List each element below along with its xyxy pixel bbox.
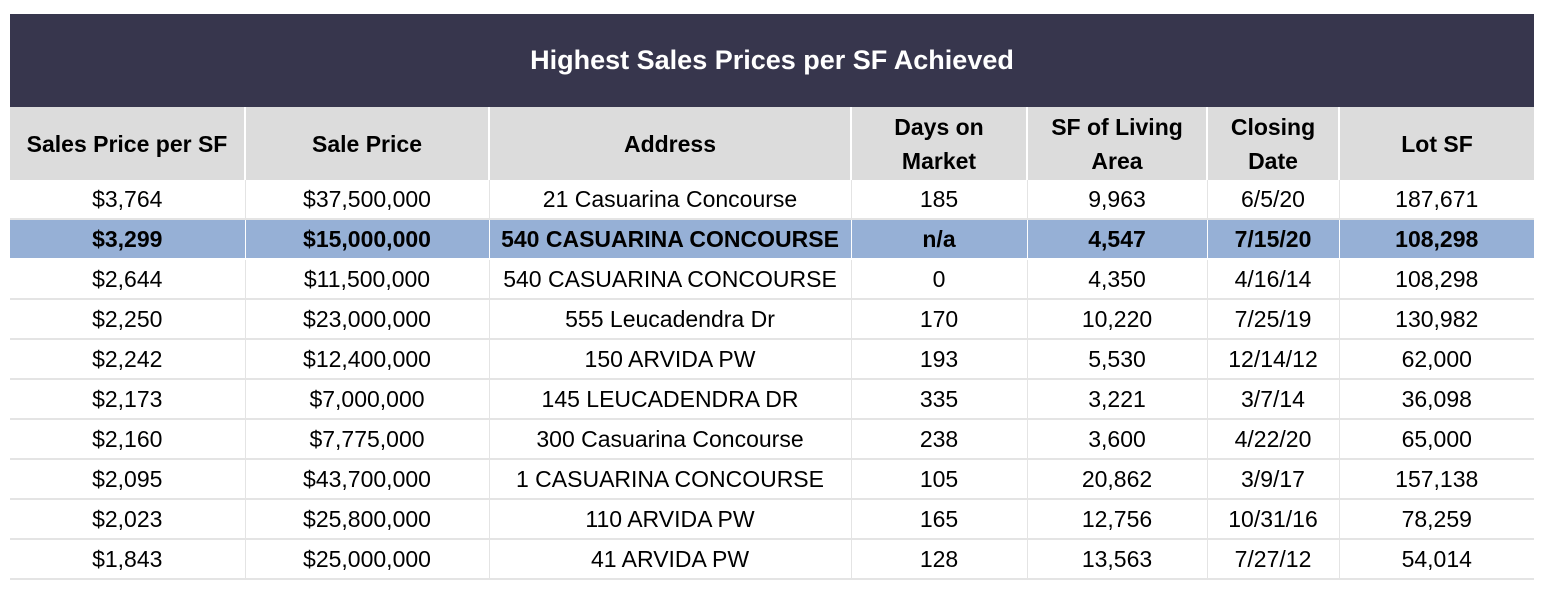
cell-lot-sf: 130,982 (1338, 299, 1534, 340)
cell-address: 41 ARVIDA PW (488, 539, 851, 580)
cell-closing-date: 7/27/12 (1206, 539, 1339, 580)
table-row: $2,023 $25,800,000 110 ARVIDA PW 165 12,756 1… (10, 499, 1534, 540)
cell-address: 555 Leucadendra Dr (488, 299, 851, 340)
table-body: $3,764 $37,500,000 21 Casuarina Concourse 1… (10, 180, 1534, 580)
cell-days-on-market: 165 (850, 499, 1027, 540)
cell-sale-price: $25,000,000 (244, 539, 489, 580)
cell-address: 1 CASUARINA CONCOURSE (488, 459, 851, 500)
cell-days-on-market: 193 (850, 339, 1027, 380)
cell-days-on-market: 128 (850, 539, 1027, 580)
cell-sales-price-per-sf: $2,173 (10, 379, 245, 420)
cell-sf-living-area: 5,530 (1026, 339, 1207, 380)
cell-sale-price: $43,700,000 (244, 459, 489, 500)
cell-sale-price: $15,000,000 (244, 219, 489, 260)
cell-lot-sf: 62,000 (1338, 339, 1534, 380)
sales-table-sheet: Highest Sales Prices per SF Achieved Sal… (10, 14, 1534, 580)
table-header: Sales Price per SF Sale Price Address Da… (10, 107, 1534, 180)
cell-sale-price: $37,500,000 (244, 180, 489, 220)
cell-sale-price: $11,500,000 (244, 259, 489, 300)
table-row: $3,764 $37,500,000 21 Casuarina Concourse 1… (10, 180, 1534, 220)
cell-sales-price-per-sf: $1,843 (10, 539, 245, 580)
cell-closing-date: 10/31/16 (1206, 499, 1339, 540)
cell-lot-sf: 65,000 (1338, 419, 1534, 460)
cell-sf-living-area: 4,350 (1026, 259, 1207, 300)
cell-sales-price-per-sf: $2,023 (10, 499, 245, 540)
cell-sf-living-area: 3,600 (1026, 419, 1207, 460)
cell-address: 540 CASUARINA CONCOURSE (488, 259, 851, 300)
cell-closing-date: 3/7/14 (1206, 379, 1339, 420)
column-header-days-on-market: Days on Market (850, 107, 1027, 180)
column-header-address: Address (488, 107, 851, 180)
cell-lot-sf: 78,259 (1338, 499, 1534, 540)
cell-sf-living-area: 13,563 (1026, 539, 1207, 580)
cell-sf-living-area: 3,221 (1026, 379, 1207, 420)
cell-closing-date: 4/16/14 (1206, 259, 1339, 300)
cell-closing-date: 3/9/17 (1206, 459, 1339, 500)
cell-sales-price-per-sf: $2,250 (10, 299, 245, 340)
table-row: $2,095 $43,700,000 1 CASUARINA CONCOURSE 10… (10, 459, 1534, 500)
column-header-sale-price: Sale Price (244, 107, 489, 180)
cell-sale-price: $7,000,000 (244, 379, 489, 420)
cell-closing-date: 4/22/20 (1206, 419, 1339, 460)
cell-days-on-market: 105 (850, 459, 1027, 500)
cell-sf-living-area: 9,963 (1026, 180, 1207, 220)
cell-days-on-market: 185 (850, 180, 1027, 220)
cell-address: 150 ARVIDA PW (488, 339, 851, 380)
cell-lot-sf: 36,098 (1338, 379, 1534, 420)
table-row: $2,644 $11,500,000 540 CASUARINA CONCOURSE… (10, 259, 1534, 300)
table-title: Highest Sales Prices per SF Achieved (10, 14, 1534, 107)
cell-days-on-market: 238 (850, 419, 1027, 460)
cell-days-on-market: 0 (850, 259, 1027, 300)
cell-sale-price: $12,400,000 (244, 339, 489, 380)
column-header-lot-sf: Lot SF (1338, 107, 1534, 180)
cell-address: 21 Casuarina Concourse (488, 180, 851, 220)
cell-lot-sf: 108,298 (1338, 219, 1534, 260)
cell-sales-price-per-sf: $2,644 (10, 259, 245, 300)
cell-address: 300 Casuarina Concourse (488, 419, 851, 460)
sales-table: Sales Price per SF Sale Price Address Da… (10, 107, 1534, 580)
cell-lot-sf: 157,138 (1338, 459, 1534, 500)
cell-closing-date: 12/14/12 (1206, 339, 1339, 380)
cell-lot-sf: 108,298 (1338, 259, 1534, 300)
table-row: $3,299 $15,000,000 540 CASUARINA CONCOURSE… (10, 219, 1534, 260)
cell-sale-price: $25,800,000 (244, 499, 489, 540)
cell-sales-price-per-sf: $2,095 (10, 459, 245, 500)
cell-address: 540 CASUARINA CONCOURSE (488, 219, 851, 260)
table-row: $2,160 $7,775,000 300 Casuarina Concourse 2… (10, 419, 1534, 460)
header-row: Sales Price per SF Sale Price Address Da… (10, 107, 1534, 180)
cell-sf-living-area: 12,756 (1026, 499, 1207, 540)
cell-sale-price: $7,775,000 (244, 419, 489, 460)
column-header-sales-price-per-sf: Sales Price per SF (10, 107, 245, 180)
cell-address: 110 ARVIDA PW (488, 499, 851, 540)
cell-days-on-market: 335 (850, 379, 1027, 420)
cell-sf-living-area: 10,220 (1026, 299, 1207, 340)
cell-sales-price-per-sf: $2,242 (10, 339, 245, 380)
column-header-sf-living-area: SF of Living Area (1026, 107, 1207, 180)
table-row: $2,250 $23,000,000 555 Leucadendra Dr 170 10… (10, 299, 1534, 340)
table-row: $2,242 $12,400,000 150 ARVIDA PW 193 5,530 12… (10, 339, 1534, 380)
cell-sale-price: $23,000,000 (244, 299, 489, 340)
cell-lot-sf: 54,014 (1338, 539, 1534, 580)
cell-days-on-market: 170 (850, 299, 1027, 340)
cell-sales-price-per-sf: $2,160 (10, 419, 245, 460)
cell-closing-date: 6/5/20 (1206, 180, 1339, 220)
cell-sales-price-per-sf: $3,764 (10, 180, 245, 220)
cell-days-on-market: n/a (850, 219, 1027, 260)
column-header-closing-date: Closing Date (1206, 107, 1339, 180)
cell-sf-living-area: 20,862 (1026, 459, 1207, 500)
cell-sales-price-per-sf: $3,299 (10, 219, 245, 260)
cell-address: 145 LEUCADENDRA DR (488, 379, 851, 420)
cell-closing-date: 7/25/19 (1206, 299, 1339, 340)
table-row: $1,843 $25,000,000 41 ARVIDA PW 128 13,563 7/… (10, 539, 1534, 580)
cell-sf-living-area: 4,547 (1026, 219, 1207, 260)
cell-closing-date: 7/15/20 (1206, 219, 1339, 260)
table-row: $2,173 $7,000,000 145 LEUCADENDRA DR 335 3,2… (10, 379, 1534, 420)
cell-lot-sf: 187,671 (1338, 180, 1534, 220)
